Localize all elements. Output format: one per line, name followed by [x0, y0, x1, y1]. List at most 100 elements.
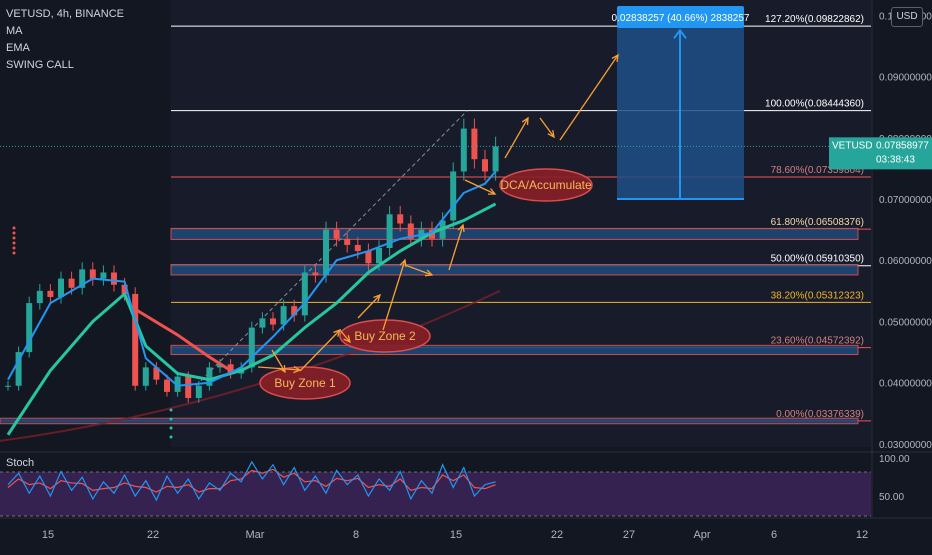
time-axis-tick: 15 [42, 529, 54, 541]
annotation-arrow-head [487, 188, 497, 195]
fib-label: 127.20%(0.09822862) [765, 14, 864, 25]
candle-body [312, 272, 319, 276]
candle-body [36, 290, 43, 304]
indicator-ma[interactable]: MA [6, 25, 23, 37]
candle-body [323, 229, 329, 276]
indicator-swing-call[interactable]: SWING CALL [6, 59, 74, 71]
annotation-arrow [448, 224, 464, 271]
candle-body [89, 269, 96, 279]
time-axis-tick: Mar [246, 529, 265, 541]
candle-body [100, 272, 107, 279]
zone-label: Buy Zone 2 [354, 329, 416, 343]
price-axis-tick: 0.09000000 [879, 73, 932, 84]
annotation-arrow-head [611, 53, 619, 63]
last-price-countdown: 03:38:43 [876, 154, 915, 165]
zone-ellipse [499, 168, 593, 202]
zone-label: Buy Zone 1 [274, 376, 336, 390]
candle-body [68, 278, 75, 288]
candle-body [407, 223, 414, 239]
fib-label: 38.20%(0.05312323) [771, 290, 864, 301]
candle-body [58, 278, 64, 297]
price-axis-tick: 0.06000000 [879, 256, 932, 267]
support-band [0, 417, 859, 425]
candle-body [386, 214, 393, 248]
price-axis-tick: 0.05000000 [879, 317, 932, 328]
swing-call-dot [12, 226, 16, 230]
candle-body [5, 385, 11, 387]
symbol-title[interactable]: VETUSD, 4h, BINANCE [6, 8, 124, 20]
time-axis-tick: 22 [147, 529, 159, 541]
swing-call-dot [169, 435, 173, 439]
price-axis-tick: 0.07000000 [879, 195, 932, 206]
target-arrow-head [673, 28, 687, 39]
candle-body [259, 318, 266, 328]
candle-body [354, 244, 361, 252]
candle-body [365, 251, 372, 264]
last-price-name-bg [829, 137, 872, 170]
time-axis-tick: 12 [856, 529, 868, 541]
candle-body [492, 146, 499, 172]
target-label-bg [617, 6, 744, 28]
time-axis-tick: 22 [551, 529, 563, 541]
time-axis-tick: 6 [771, 529, 777, 541]
fib-label: 23.60%(0.04572392) [771, 336, 864, 347]
annotation-arrow-head [457, 223, 465, 233]
annotation-arrow-head [278, 364, 286, 374]
fib-label: 50.00%(0.05910350) [771, 254, 864, 265]
stoch-axis-tick: 100.00 [879, 454, 910, 465]
swing-call-dot [12, 251, 16, 255]
candle-body [111, 272, 117, 285]
annotation-arrow [404, 264, 433, 276]
annotation-arrow-head [373, 293, 382, 302]
candle-body [121, 284, 128, 294]
swing-call-dot [169, 408, 173, 412]
swing-call-dot [12, 246, 16, 250]
fib-label: 78.60%(0.07359804) [771, 165, 864, 176]
candle-body [291, 306, 298, 316]
annotation-arrow [339, 329, 351, 343]
candle-body [15, 352, 22, 386]
time-axis-tick: 27 [623, 529, 635, 541]
stoch-indicator-label[interactable]: Stoch [6, 457, 35, 469]
candle-body [153, 367, 160, 380]
indicator-ema[interactable]: EMA [6, 42, 30, 54]
price-axis-tick: 0.03000000 [879, 440, 932, 451]
last-price-name: VETUSD [832, 140, 873, 151]
last-price-value: 0.07858977 [876, 140, 929, 151]
candle-body [142, 367, 149, 386]
candle-body [471, 128, 478, 160]
candle-body [280, 306, 287, 325]
candle-body [185, 376, 192, 399]
ema-slow-line [6, 202, 497, 436]
candle-body [47, 290, 54, 297]
candle-body [450, 171, 457, 221]
candle-body [460, 128, 467, 172]
candle-body [301, 272, 308, 316]
candle-body [376, 247, 382, 264]
annotation-arrow [271, 349, 286, 373]
stoch-band [0, 472, 871, 516]
swing-call-dot [12, 241, 16, 245]
candle-body [270, 318, 276, 325]
annotation-arrow [357, 294, 381, 319]
last-price-bg [872, 137, 932, 170]
support-band [170, 264, 859, 276]
annotation-arrow-head [293, 365, 302, 374]
candle-body [132, 293, 139, 386]
annotation-arrow [539, 117, 555, 138]
support-band [170, 227, 859, 240]
time-axis-tick: Apr [693, 529, 710, 541]
currency-button[interactable]: USD [891, 7, 923, 27]
annotation-arrow [299, 329, 341, 372]
annotation-arrow-head [424, 269, 434, 277]
swing-call-dot [12, 231, 16, 235]
candle-body [333, 229, 340, 239]
zone-ellipse [339, 319, 431, 353]
fib-label: 61.80%(0.06508376) [771, 217, 864, 228]
candle-body [397, 214, 404, 224]
chart-legend: VETUSD, 4h, BINANCE MA EMA SWING CALL [6, 6, 124, 74]
candle-body [79, 269, 86, 288]
stoch-k-line [7, 460, 496, 502]
